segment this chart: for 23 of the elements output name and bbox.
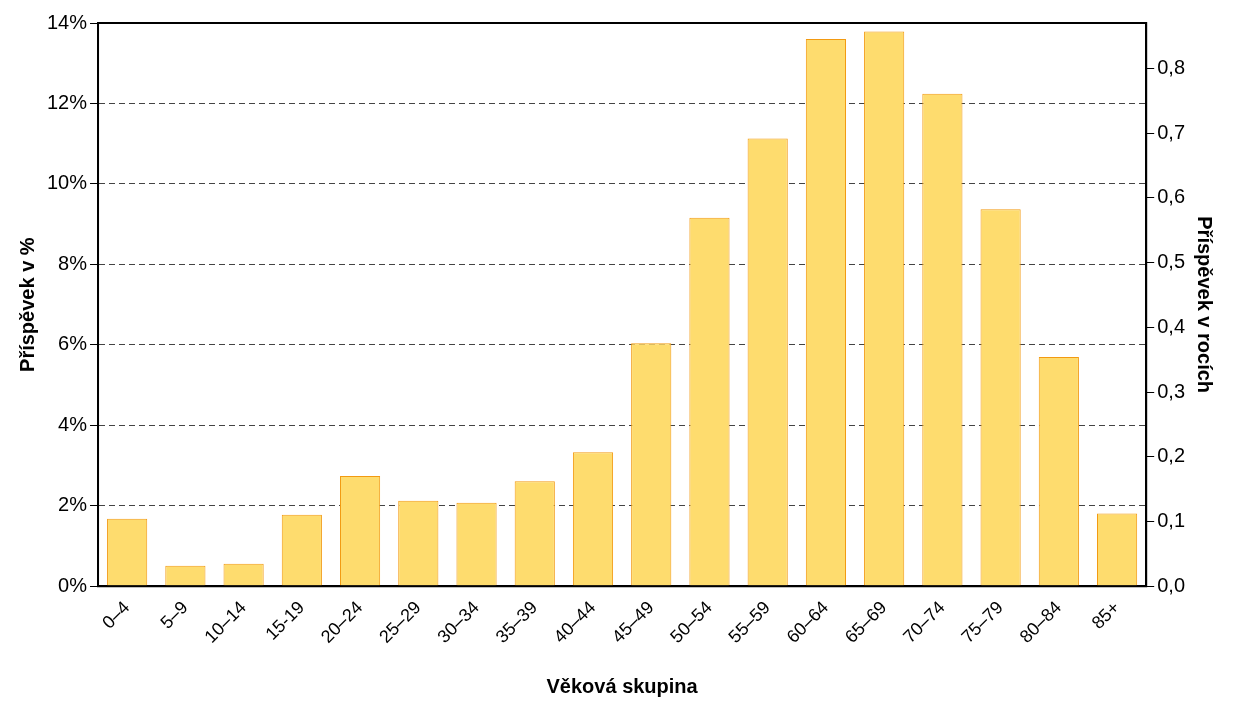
- x-tick-label: 5–9: [156, 597, 192, 633]
- y2-tick-label: 0,4: [1157, 314, 1186, 337]
- y-tick-label: 0%: [58, 573, 88, 596]
- y2-axis-title: Příspěvek v rocích: [1194, 216, 1217, 394]
- y2-tick-label: 0,8: [1157, 55, 1186, 78]
- y2-tick-label: 0,1: [1157, 509, 1186, 532]
- y-tick-label: 4%: [58, 412, 88, 435]
- y-axis-title: Příspěvek v %: [15, 237, 38, 372]
- y-tick-label: 12%: [47, 90, 88, 113]
- y-tick-label: 10%: [47, 171, 88, 194]
- y2-tick-label: 0,3: [1157, 379, 1186, 402]
- y-tick-label: 14%: [47, 10, 88, 33]
- x-axis-title: Věková skupina: [546, 674, 699, 697]
- y-tick-label: 8%: [58, 251, 88, 274]
- y2-tick-label: 0,5: [1157, 250, 1186, 273]
- y-tick-label: 6%: [58, 332, 88, 355]
- y2-tick-label: 0,7: [1157, 120, 1186, 143]
- x-tick-label: 85+: [1087, 597, 1124, 633]
- y2-tick-label: 0,6: [1157, 185, 1186, 208]
- y2-tick-label: 0,0: [1157, 573, 1186, 596]
- x-tick-label: 0–4: [98, 597, 134, 633]
- y2-tick-label: 0,2: [1157, 444, 1186, 467]
- y-tick-label: 2%: [58, 493, 88, 516]
